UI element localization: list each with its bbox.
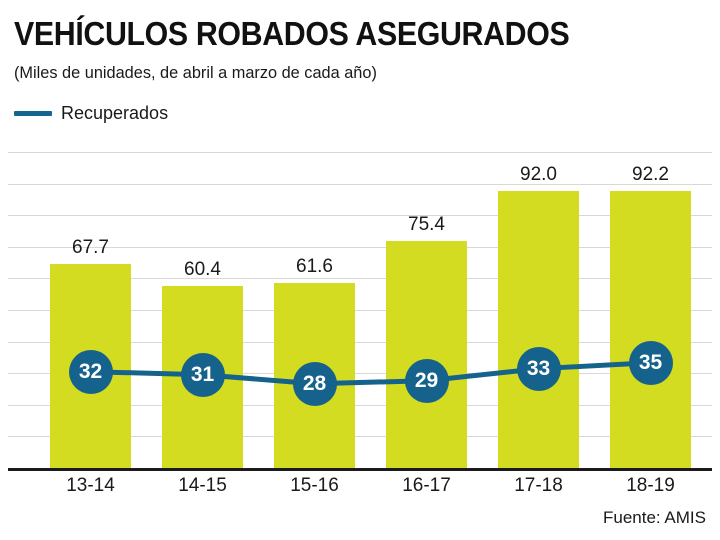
bar bbox=[498, 191, 579, 468]
line-data-marker: 35 bbox=[628, 340, 673, 385]
chart-subtitle: (Miles de unidades, de abril a marzo de … bbox=[14, 63, 377, 82]
gridline bbox=[8, 404, 712, 406]
line-data-marker: 28 bbox=[292, 361, 337, 406]
bar bbox=[610, 190, 691, 468]
gridline bbox=[8, 215, 712, 217]
line-data-marker: 29 bbox=[404, 358, 449, 403]
gridlines bbox=[0, 145, 720, 475]
bar-value-label: 61.6 bbox=[296, 255, 333, 277]
line-data-marker: 32 bbox=[68, 349, 113, 394]
bar bbox=[386, 241, 467, 468]
line-series-markers: 32 31 28 29 33 35 bbox=[0, 145, 720, 475]
legend-line-swatch-icon bbox=[14, 110, 52, 116]
gridline bbox=[8, 152, 712, 153]
line-data-marker: 33 bbox=[516, 346, 561, 391]
x-tick-label: 15-16 bbox=[290, 475, 339, 496]
page-title: VEHÍCULOS ROBADOS ASEGURADOS bbox=[14, 15, 570, 52]
x-tick-label: 14-15 bbox=[178, 475, 227, 496]
bar-value-label: 60.4 bbox=[184, 259, 221, 281]
gridline bbox=[8, 373, 712, 375]
x-tick-label: 13-14 bbox=[66, 475, 115, 496]
legend-item-label: Recuperados bbox=[61, 103, 169, 123]
x-axis-labels: 13-14 14-15 15-16 16-17 17-18 18-19 bbox=[0, 475, 720, 505]
gridline bbox=[8, 183, 712, 185]
source-note: Fuente: AMIS bbox=[603, 508, 706, 527]
gridline bbox=[8, 246, 712, 248]
gridline bbox=[8, 436, 712, 438]
gridline bbox=[8, 278, 712, 280]
chart-legend: Recuperados bbox=[14, 103, 168, 123]
line-data-marker: 31 bbox=[180, 352, 225, 397]
x-tick-label: 16-17 bbox=[402, 475, 451, 496]
bar-value-label: 75.4 bbox=[408, 214, 445, 236]
x-tick-label: 17-18 bbox=[514, 475, 563, 496]
x-axis-line bbox=[8, 468, 712, 471]
gridline bbox=[8, 310, 712, 311]
x-tick-label: 18-19 bbox=[626, 475, 675, 496]
bar-value-label: 92.2 bbox=[632, 163, 669, 185]
bar-value-label: 67.7 bbox=[72, 237, 109, 259]
gridline bbox=[8, 341, 712, 343]
bar-value-label: 92.0 bbox=[520, 164, 557, 186]
plot-area: 67.7 60.4 61.6 75.4 92.0 92.2 32 31 28 29 33 35 bbox=[0, 145, 720, 475]
